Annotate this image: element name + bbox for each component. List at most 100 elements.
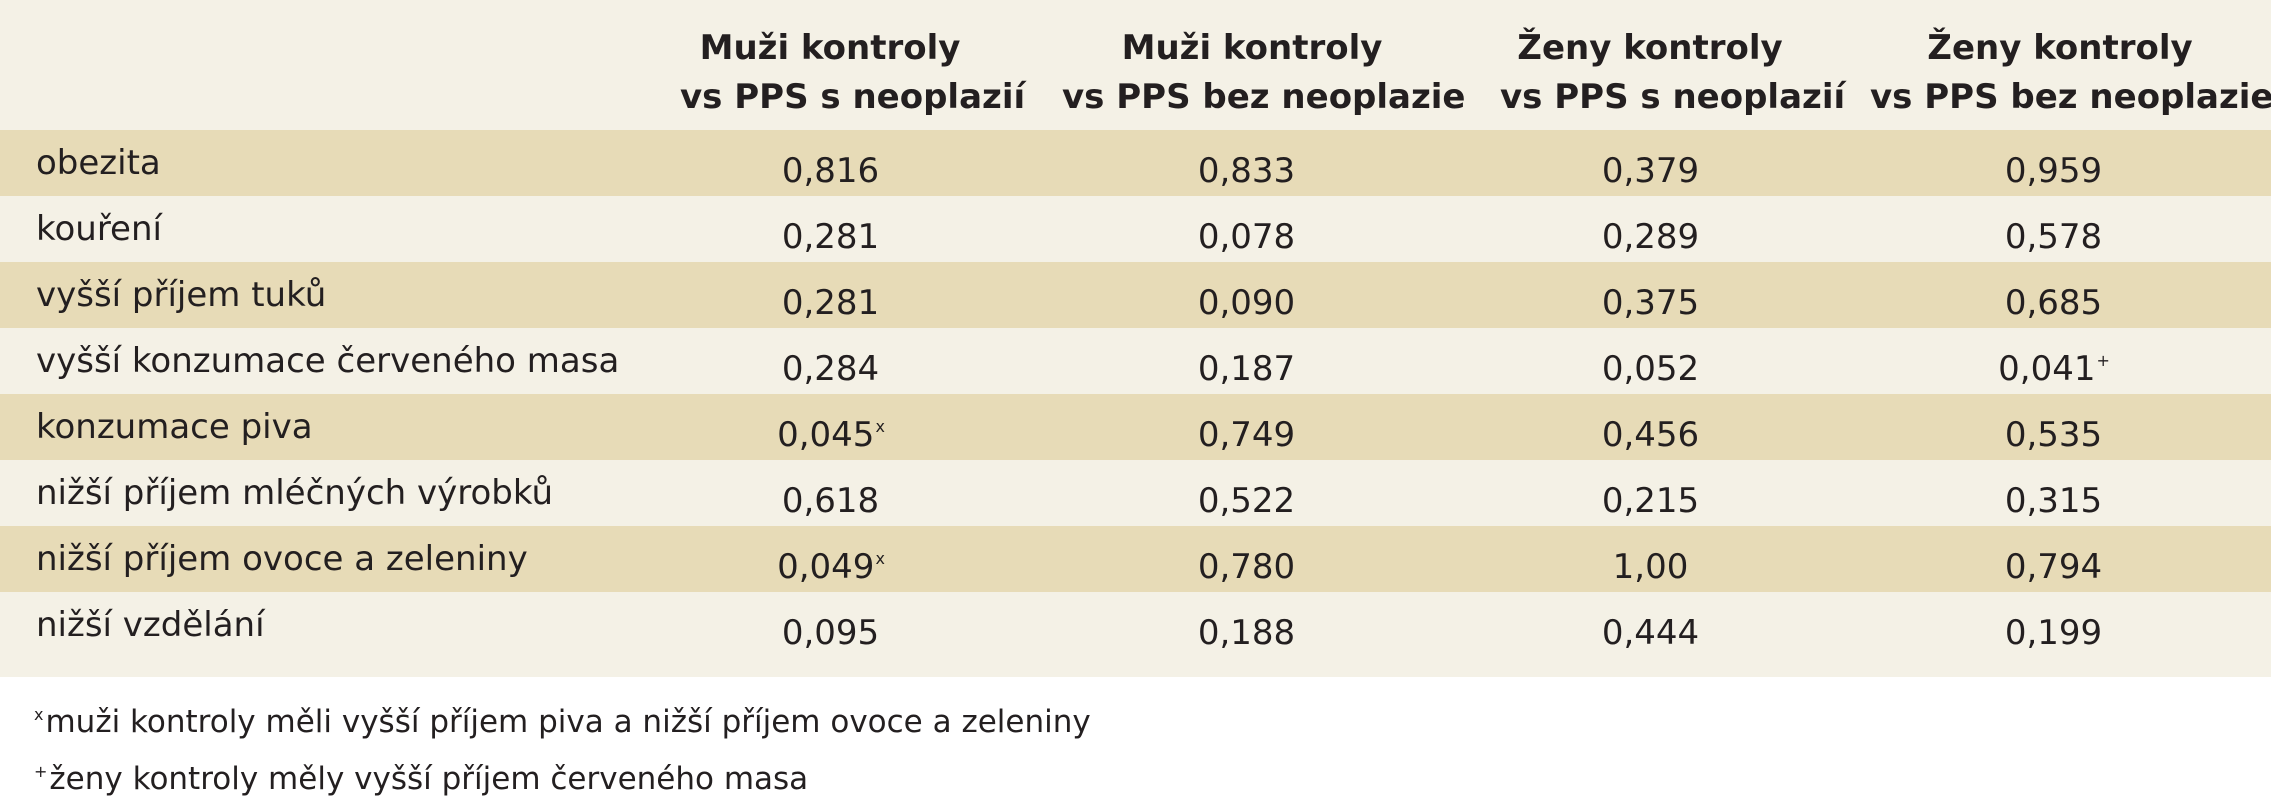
row-label: nižší příjem ovoce a zeleniny <box>36 539 528 579</box>
value-cell: 0,289 <box>1551 196 1751 262</box>
value-text: 0,045 <box>777 415 875 455</box>
value-text: 0,456 <box>1601 415 1700 455</box>
value-cell: 0,578 <box>1954 196 2154 262</box>
table-row: nižší příjem ovoce a zeleniny 0,049x 0,780… <box>0 526 2271 592</box>
value-text: 0,095 <box>781 613 880 653</box>
value-text: 0,090 <box>1197 283 1296 323</box>
value-cell: 0,281 <box>731 262 931 328</box>
value-cell: 0,444 <box>1551 592 1751 658</box>
value-cell: 0,685 <box>1954 262 2154 328</box>
footnote-x: xmuži kontroly měli vyšší příjem piva a … <box>34 690 1091 747</box>
table-header: Muži kontroly vs PPS s neoplazií Muži ko… <box>0 0 2271 130</box>
column-header-line1: Muži kontroly <box>699 28 961 68</box>
value-text: 0,780 <box>1197 547 1296 587</box>
table-row: vyšší konzumace červeného masa 0,284 0,187… <box>0 328 2271 394</box>
value-text: 0,959 <box>2004 151 2103 191</box>
value-cell: 0,780 <box>1147 526 1347 592</box>
column-header-zeny-s-neoplazii: Ženy kontroly vs PPS s neoplazií <box>1500 24 1846 122</box>
value-text: 0,041 <box>1998 349 2096 389</box>
value-cell: 0,049x <box>731 526 931 592</box>
footnote-text: muži kontroly měli vyšší příjem piva a n… <box>45 704 1091 740</box>
table-row: nižší příjem mléčných výrobků 0,618 0,522 0… <box>0 460 2271 526</box>
value-text: 0,289 <box>1601 217 1700 257</box>
value-text: 0,281 <box>781 217 880 257</box>
value-text: 0,749 <box>1197 415 1296 455</box>
value-cell: 0,095 <box>731 592 931 658</box>
value-text: 0,281 <box>781 283 880 323</box>
value-cell: 0,749 <box>1147 394 1347 460</box>
table-row: kouření 0,281 0,078 0,289 0,578 <box>0 196 2271 262</box>
column-header-zeny-bez-neoplazie: Ženy kontroly vs PPS bez neoplazie <box>1870 24 2271 122</box>
row-label: vyšší konzumace červeného masa <box>36 341 620 381</box>
row-label: obezita <box>36 143 161 183</box>
value-cell: 0,045x <box>731 394 931 460</box>
value-cell: 0,281 <box>731 196 931 262</box>
value-text: 0,833 <box>1197 151 1296 191</box>
value-cell: 0,816 <box>731 130 931 196</box>
value-text: 0,187 <box>1197 349 1296 389</box>
row-label: kouření <box>36 209 162 249</box>
results-table: Muži kontroly vs PPS s neoplazií Muži ko… <box>0 0 2271 677</box>
footnote-plus: +ženy kontroly měly vyšší příjem červené… <box>34 747 1091 804</box>
row-label: konzumace piva <box>36 407 313 447</box>
value-cell: 0,959 <box>1954 130 2154 196</box>
value-cell: 0,535 <box>1954 394 2154 460</box>
table-row: obezita 0,816 0,833 0,379 0,959 <box>0 130 2271 196</box>
value-cell: 0,833 <box>1147 130 1347 196</box>
table-row: konzumace piva 0,045x 0,749 0,456 0,535 <box>0 394 2271 460</box>
column-header-line2: vs PPS bez neoplazie <box>1870 77 2271 117</box>
value-text: 0,049 <box>777 547 875 587</box>
value-text: 0,215 <box>1601 481 1700 521</box>
value-cell: 0,041+ <box>1954 328 2154 394</box>
value-text: 0,199 <box>2004 613 2103 653</box>
value-text: 0,315 <box>2004 481 2103 521</box>
column-header-line2: vs PPS bez neoplazie <box>1062 77 1466 117</box>
table-row: nižší vzdělání 0,095 0,188 0,444 0,199 <box>0 592 2271 658</box>
value-text: 0,535 <box>2004 415 2103 455</box>
value-cell: 0,199 <box>1954 592 2154 658</box>
footnote-mark: x <box>34 705 44 724</box>
value-cell: 1,00 <box>1551 526 1751 592</box>
value-text: 0,078 <box>1197 217 1296 257</box>
table-row: vyšší příjem tuků 0,281 0,090 0,375 0,685 <box>0 262 2271 328</box>
value-text: 0,816 <box>781 151 880 191</box>
footnote-mark: + <box>34 762 48 781</box>
value-text: 0,522 <box>1197 481 1296 521</box>
value-cell: 0,794 <box>1954 526 2154 592</box>
value-text: 0,188 <box>1197 613 1296 653</box>
value-cell: 0,456 <box>1551 394 1751 460</box>
value-text: 0,284 <box>781 349 880 389</box>
value-cell: 0,618 <box>731 460 931 526</box>
value-cell: 0,284 <box>731 328 931 394</box>
value-cell: 0,215 <box>1551 460 1751 526</box>
footnotes: xmuži kontroly měli vyšší příjem piva a … <box>34 690 1091 804</box>
value-text: 0,618 <box>781 481 880 521</box>
value-cell: 0,078 <box>1147 196 1347 262</box>
footnote-text: ženy kontroly měly vyšší příjem červenéh… <box>49 761 809 797</box>
value-cell: 0,379 <box>1551 130 1751 196</box>
column-header-line2: vs PPS s neoplazií <box>1500 77 1846 117</box>
column-header-line2: vs PPS s neoplazií <box>680 77 1026 117</box>
value-text: 0,375 <box>1601 283 1700 323</box>
footnote-marker: x <box>875 549 885 568</box>
row-label: nižší příjem mléčných výrobků <box>36 473 554 513</box>
value-text: 0,444 <box>1601 613 1700 653</box>
value-text: 0,578 <box>2004 217 2103 257</box>
value-cell: 0,315 <box>1954 460 2154 526</box>
row-label: nižší vzdělání <box>36 605 265 645</box>
value-text: 0,794 <box>2004 547 2103 587</box>
column-header-line1: Ženy kontroly <box>1517 28 1783 68</box>
column-header-line1: Ženy kontroly <box>1927 28 2193 68</box>
value-cell: 0,375 <box>1551 262 1751 328</box>
footnote-marker: x <box>875 417 885 436</box>
value-cell: 0,188 <box>1147 592 1347 658</box>
row-label: vyšší příjem tuků <box>36 275 327 315</box>
value-cell: 0,090 <box>1147 262 1347 328</box>
footnote-marker: + <box>2096 351 2110 370</box>
value-text: 0,685 <box>2004 283 2103 323</box>
column-header-line1: Muži kontroly <box>1121 28 1383 68</box>
value-cell: 0,052 <box>1551 328 1751 394</box>
value-cell: 0,187 <box>1147 328 1347 394</box>
column-header-muzi-s-neoplazii: Muži kontroly vs PPS s neoplazií <box>680 24 1026 122</box>
value-cell: 0,522 <box>1147 460 1347 526</box>
